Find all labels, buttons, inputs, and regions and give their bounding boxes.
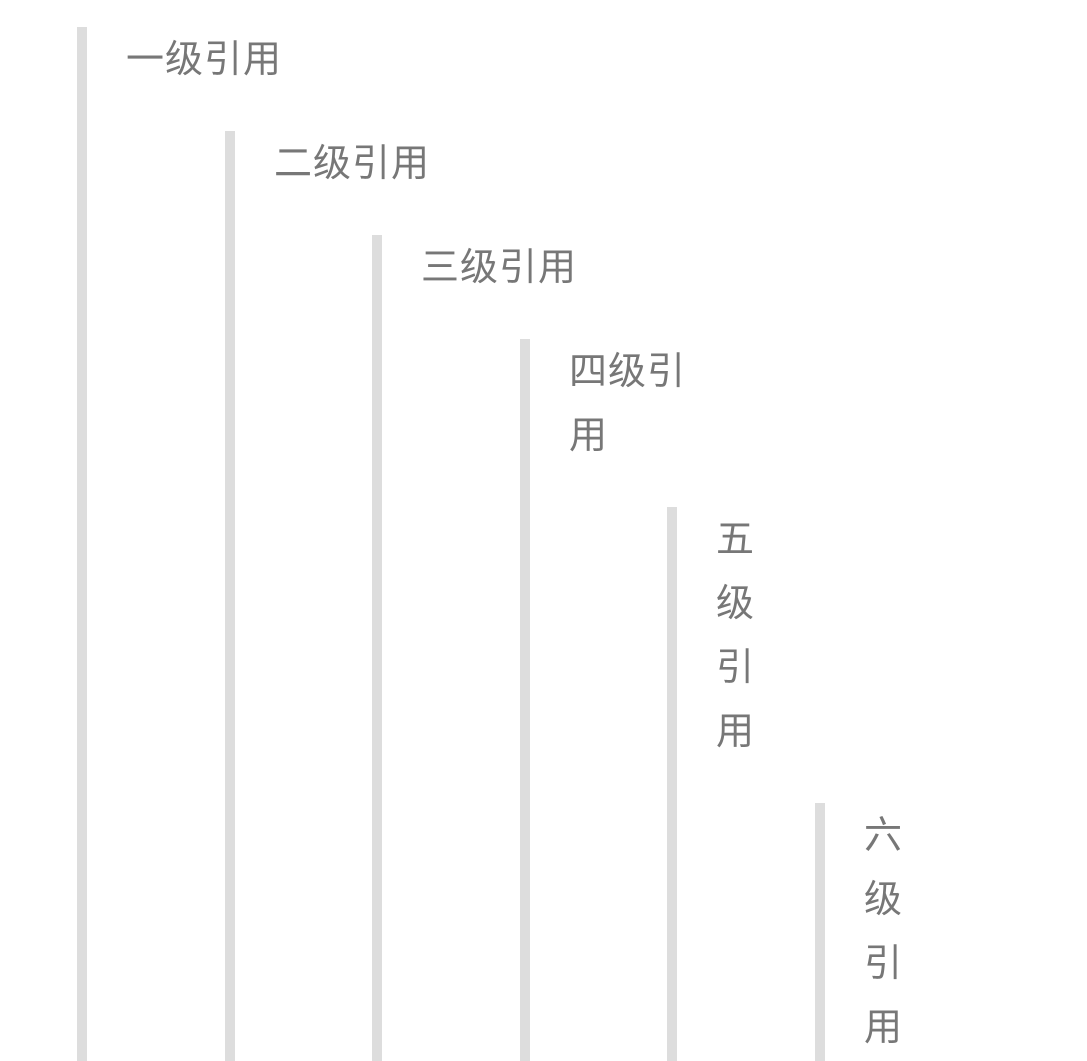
blockquote-level-6-border	[815, 803, 825, 1061]
blockquote-level-4-border	[520, 339, 530, 1061]
blockquote-level-2-border	[225, 131, 235, 1061]
blockquote-level-6-text: 六级引用	[864, 813, 904, 1049]
blockquote-level-4-text: 四级引用	[569, 349, 687, 457]
blockquote-level-1-text: 一级引用	[126, 37, 283, 81]
blockquote-level-2-text: 二级引用	[274, 141, 431, 185]
blockquote-level-5-text: 五级引用	[716, 517, 756, 753]
blockquote-level-3-text: 三级引用	[421, 245, 578, 289]
blockquote-level-1-border	[77, 27, 87, 1061]
blockquote-level-5-border	[667, 507, 677, 1061]
blockquote-level-3-border	[372, 235, 382, 1061]
